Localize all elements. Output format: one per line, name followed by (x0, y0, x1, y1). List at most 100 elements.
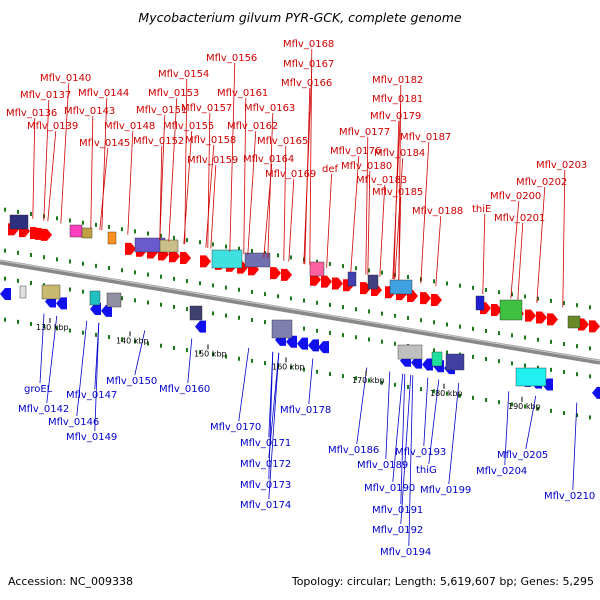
track-tick (69, 259, 71, 264)
track-tick (147, 341, 149, 346)
reverse-gene-label: Mflv_0160 (159, 384, 210, 395)
reverse-gene-label: Mflv_0171 (240, 438, 291, 449)
forward-gene-label: Mflv_0139 (27, 121, 78, 132)
forward-label-leader (183, 130, 193, 245)
track-tick (446, 322, 448, 327)
track-tick (498, 400, 500, 405)
track-tick (407, 384, 409, 389)
track-tick (4, 207, 6, 212)
forward-gene-arrow (420, 292, 431, 305)
reverse-gene-label: Mflv_0149 (66, 432, 117, 443)
track-tick (485, 328, 487, 333)
scale-label: 160 kbp (272, 362, 305, 371)
track-tick (550, 298, 552, 303)
track-tick (95, 222, 97, 227)
forward-gene-arrow (589, 320, 600, 333)
reverse-gene-label: Mflv_0205 (497, 450, 548, 461)
reverse-gene-label: Mflv_0174 (240, 500, 291, 511)
track-tick (121, 337, 123, 342)
forward-label-leader (243, 97, 247, 255)
reverse-gene-label: Mflv_0150 (106, 376, 157, 387)
track-tick (121, 268, 123, 273)
reverse-label-leader (76, 320, 88, 417)
track-tick (186, 238, 188, 243)
track-tick (290, 365, 292, 370)
track-tick (576, 344, 578, 349)
forward-gene-arrow (332, 277, 343, 290)
reverse-gene-label: Mflv_0190 (364, 483, 415, 494)
reverse-gene-arrow (297, 337, 308, 350)
track-tick (511, 402, 513, 407)
track-tick (485, 287, 487, 292)
track-tick (303, 326, 305, 331)
scale-label: 130 kbp (36, 323, 69, 332)
track-tick (303, 367, 305, 372)
track-tick (17, 209, 19, 214)
track-tick (355, 335, 357, 340)
forward-label-leader (207, 112, 211, 249)
track-tick (433, 389, 435, 394)
feature-block (41, 284, 61, 300)
reverse-gene-arrow (56, 297, 67, 310)
forward-gene-label: Mflv_0163 (244, 103, 295, 114)
reverse-gene-arrow (422, 358, 433, 371)
forward-label-leader (43, 99, 50, 221)
feature-block (445, 353, 465, 371)
track-tick (238, 287, 240, 292)
forward-gene-label: Mflv_0182 (372, 75, 423, 86)
forward-gene-label: Mflv_0180 (341, 161, 392, 172)
reverse-gene-label: Mflv_0178 (280, 405, 331, 416)
track-tick (563, 342, 565, 347)
track-tick (498, 331, 500, 336)
track-tick (225, 285, 227, 290)
track-tick (368, 309, 370, 314)
feature-block (211, 249, 243, 269)
track-tick (160, 233, 162, 238)
reverse-gene-label: Mflv_0142 (18, 404, 69, 415)
forward-label-leader (247, 130, 257, 255)
scale-label: 180 kbp (430, 389, 463, 398)
track-tick (576, 372, 578, 377)
forward-gene-label: Mflv_0161 (217, 88, 268, 99)
track-tick (30, 253, 32, 258)
track-tick (342, 374, 344, 379)
track-tick (4, 317, 6, 322)
forward-label-leader (184, 78, 188, 245)
feature-block (309, 261, 325, 277)
track-tick (511, 361, 513, 366)
forward-label-leader (365, 136, 369, 275)
track-tick (17, 250, 19, 255)
track-tick (186, 307, 188, 312)
forward-gene-arrow (310, 273, 321, 286)
feature-block (244, 252, 271, 268)
track-tick (17, 319, 19, 324)
forward-gene-arrow (169, 250, 180, 263)
track-tick (368, 378, 370, 383)
track-tick (95, 263, 97, 268)
track-tick (394, 382, 396, 387)
track-tick (82, 330, 84, 335)
reverse-label-leader (428, 379, 440, 465)
reverse-gene-arrow (101, 304, 112, 317)
track-tick (316, 259, 318, 264)
track-tick (251, 248, 253, 253)
track-tick (160, 343, 162, 348)
track-tick (56, 216, 58, 221)
track-tick (69, 287, 71, 292)
track-tick (121, 296, 123, 301)
feature-block (515, 367, 547, 387)
forward-gene-label: Mflv_0151 (136, 105, 187, 116)
track-tick (173, 345, 175, 350)
forward-gene-arrow (125, 242, 136, 255)
track-tick (537, 337, 539, 342)
track-tick (173, 235, 175, 240)
forward-gene-label: Mflv_0169 (265, 169, 316, 180)
reverse-gene-label: thiG (416, 465, 437, 476)
forward-label-leader (350, 155, 360, 272)
reverse-label-leader (308, 358, 314, 405)
forward-gene-label: Mflv_0179 (370, 111, 421, 122)
track-tick (30, 212, 32, 217)
track-tick (589, 305, 591, 310)
reverse-label-leader (400, 374, 412, 525)
forward-gene-label: Mflv_0176 (330, 146, 381, 157)
